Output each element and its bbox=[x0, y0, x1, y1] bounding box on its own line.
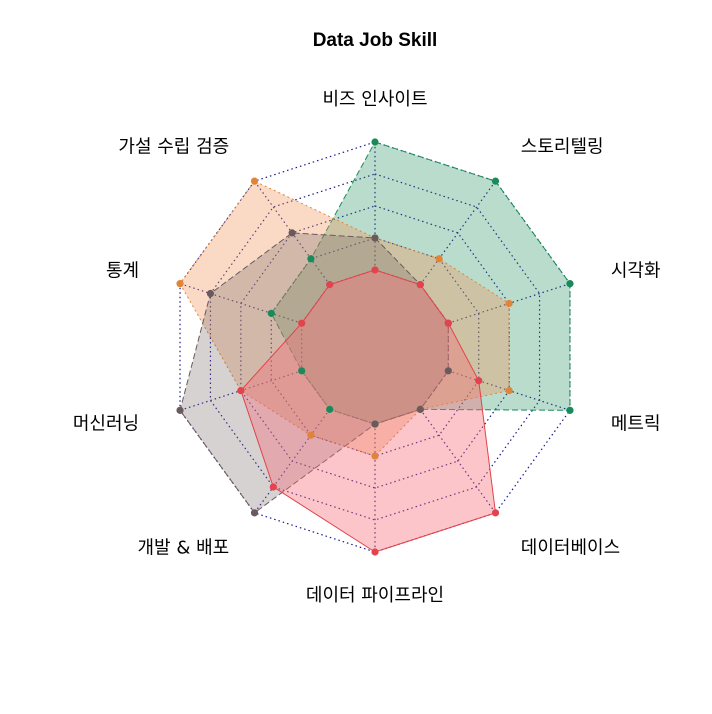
series-3-point bbox=[250, 509, 259, 517]
grid-spoke bbox=[419, 180, 496, 285]
series-1-point bbox=[326, 405, 334, 413]
series-1-point bbox=[267, 309, 275, 317]
series-2-point bbox=[250, 177, 259, 185]
grid-ring bbox=[240, 205, 510, 489]
series-layer bbox=[179, 141, 571, 553]
series-3-point bbox=[371, 234, 379, 242]
grid-spoke bbox=[254, 409, 331, 514]
series-2-point bbox=[505, 299, 513, 308]
series-4-point bbox=[371, 548, 379, 556]
axis-label: 메트릭 bbox=[611, 414, 661, 435]
chart-title: Data Job Skill bbox=[313, 30, 438, 51]
axis-label: 스토리텔링 bbox=[521, 136, 604, 157]
series-2-point bbox=[176, 280, 184, 288]
points-layer bbox=[176, 138, 574, 556]
axis-label: 개발 & 배포 bbox=[137, 538, 229, 559]
series-3-point bbox=[416, 405, 424, 413]
axis-label: 데이터 파이프라인 bbox=[306, 585, 444, 606]
series-2-point bbox=[371, 452, 379, 460]
series-1-point bbox=[307, 255, 315, 263]
series-3-point bbox=[206, 289, 215, 298]
axis-label: 시각화 bbox=[611, 260, 661, 281]
series-2-point bbox=[307, 431, 315, 439]
series-4-point bbox=[475, 377, 483, 385]
series-3-point bbox=[444, 367, 452, 375]
series-2-area bbox=[179, 180, 510, 457]
series-2-point bbox=[505, 386, 513, 395]
series-4-point bbox=[326, 281, 334, 289]
series-4-point bbox=[269, 483, 277, 491]
series-4-point bbox=[237, 386, 245, 395]
series-4-point bbox=[416, 281, 424, 289]
series-3-point bbox=[371, 420, 379, 428]
series-1-point bbox=[491, 177, 500, 185]
series-1-point bbox=[298, 367, 306, 375]
series-3-point bbox=[288, 229, 296, 237]
series-3-point bbox=[176, 406, 184, 414]
series-4-point bbox=[371, 266, 379, 274]
series-1-point bbox=[566, 280, 574, 288]
series-4-point bbox=[491, 509, 500, 517]
grid-spoke bbox=[179, 283, 302, 324]
axis-label: 비즈 인사이트 bbox=[322, 89, 427, 110]
series-1-point bbox=[566, 406, 574, 414]
axis-label: 데이터베이스 bbox=[521, 538, 620, 559]
series-4-point bbox=[298, 319, 306, 327]
series-2-point bbox=[435, 255, 443, 263]
series-1-point bbox=[371, 138, 379, 146]
axis-label: 통계 bbox=[106, 260, 139, 281]
grid-ring bbox=[209, 173, 541, 521]
axis-label: 가설 수립 검증 bbox=[118, 136, 229, 157]
axis-label: 머신러닝 bbox=[73, 414, 139, 435]
series-4-point bbox=[444, 319, 452, 327]
grid-spoke bbox=[419, 409, 496, 514]
